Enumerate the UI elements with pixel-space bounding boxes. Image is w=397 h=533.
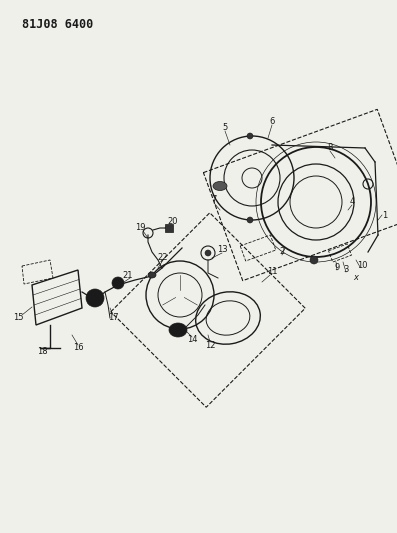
Circle shape	[205, 250, 211, 256]
Text: 22: 22	[158, 254, 168, 262]
Bar	[165, 224, 173, 232]
Text: 20: 20	[168, 217, 178, 227]
Text: 10: 10	[357, 261, 367, 270]
Circle shape	[86, 289, 104, 307]
Circle shape	[247, 217, 253, 223]
Text: 4: 4	[349, 198, 355, 206]
Ellipse shape	[169, 323, 187, 337]
Text: 3: 3	[343, 265, 349, 274]
Text: 5: 5	[222, 124, 227, 133]
Text: 16: 16	[73, 343, 83, 352]
Text: 18: 18	[37, 348, 47, 357]
Text: 7: 7	[211, 196, 217, 205]
Text: 6: 6	[269, 117, 275, 126]
Ellipse shape	[213, 182, 227, 190]
Text: x: x	[353, 273, 358, 282]
Text: 2: 2	[279, 247, 285, 256]
Text: 19: 19	[135, 223, 145, 232]
Text: 12: 12	[205, 341, 215, 350]
Text: 14: 14	[187, 335, 197, 344]
Text: 1: 1	[382, 211, 387, 220]
Text: 9: 9	[334, 263, 339, 272]
Text: 15: 15	[13, 313, 23, 322]
Circle shape	[310, 256, 318, 264]
Text: 81J08 6400: 81J08 6400	[22, 18, 93, 31]
Ellipse shape	[148, 272, 156, 278]
Text: 8: 8	[327, 143, 333, 152]
Text: 21: 21	[123, 271, 133, 280]
Text: 13: 13	[217, 246, 227, 254]
Text: 17: 17	[108, 313, 118, 322]
Circle shape	[112, 277, 124, 289]
Circle shape	[247, 133, 253, 139]
Text: 11: 11	[267, 268, 277, 277]
